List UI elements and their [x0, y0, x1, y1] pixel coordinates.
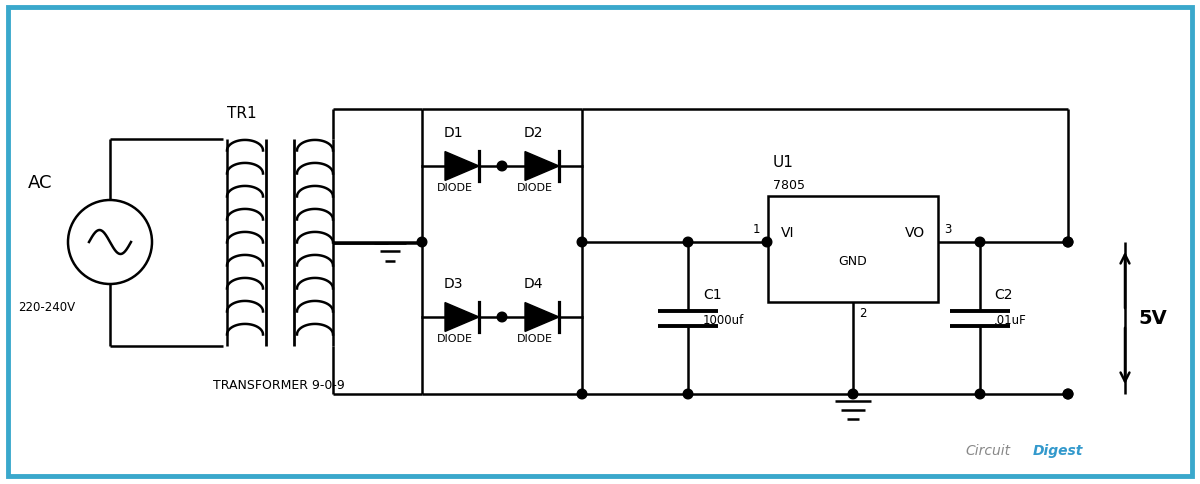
Text: Digest: Digest: [1033, 443, 1084, 457]
Polygon shape: [526, 152, 559, 181]
Text: 1000uf: 1000uf: [703, 313, 744, 326]
Bar: [768, 197, 938, 302]
Circle shape: [418, 238, 427, 247]
Text: 7805: 7805: [773, 179, 805, 192]
Text: VO: VO: [905, 226, 925, 240]
Text: DIODE: DIODE: [437, 182, 473, 193]
Text: D4: D4: [524, 276, 544, 290]
Text: DIODE: DIODE: [517, 182, 553, 193]
Text: DIODE: DIODE: [437, 333, 473, 343]
Circle shape: [577, 390, 587, 399]
Text: TRANSFORMER 9-0-9: TRANSFORMER 9-0-9: [214, 378, 344, 391]
Text: D2: D2: [524, 126, 544, 140]
Circle shape: [1063, 390, 1073, 399]
Text: VI: VI: [781, 226, 794, 240]
Circle shape: [976, 238, 985, 247]
Circle shape: [1063, 238, 1073, 247]
Text: U1: U1: [773, 155, 794, 170]
Circle shape: [683, 390, 692, 399]
Text: 1: 1: [752, 223, 760, 236]
Circle shape: [976, 390, 985, 399]
Circle shape: [848, 390, 858, 399]
Circle shape: [1063, 390, 1073, 399]
Text: Circuit: Circuit: [965, 443, 1010, 457]
Text: D3: D3: [444, 276, 463, 290]
Text: AC: AC: [28, 174, 53, 192]
Text: GND: GND: [839, 255, 868, 268]
Circle shape: [497, 313, 506, 322]
Text: C1: C1: [703, 287, 721, 302]
Circle shape: [762, 238, 772, 247]
Text: 2: 2: [859, 306, 866, 319]
Text: 220-240V: 220-240V: [18, 301, 76, 313]
Text: 3: 3: [944, 223, 952, 236]
Text: D1: D1: [444, 126, 463, 140]
Circle shape: [1063, 238, 1073, 247]
Polygon shape: [445, 152, 479, 181]
Circle shape: [683, 238, 692, 247]
Circle shape: [577, 238, 587, 247]
Text: C2: C2: [994, 287, 1013, 302]
Text: .01uF: .01uF: [994, 313, 1027, 326]
Polygon shape: [526, 303, 559, 332]
Text: 5V: 5V: [1138, 309, 1166, 328]
Polygon shape: [445, 303, 479, 332]
Text: DIODE: DIODE: [517, 333, 553, 343]
Text: TR1: TR1: [227, 106, 257, 121]
Circle shape: [497, 162, 506, 171]
